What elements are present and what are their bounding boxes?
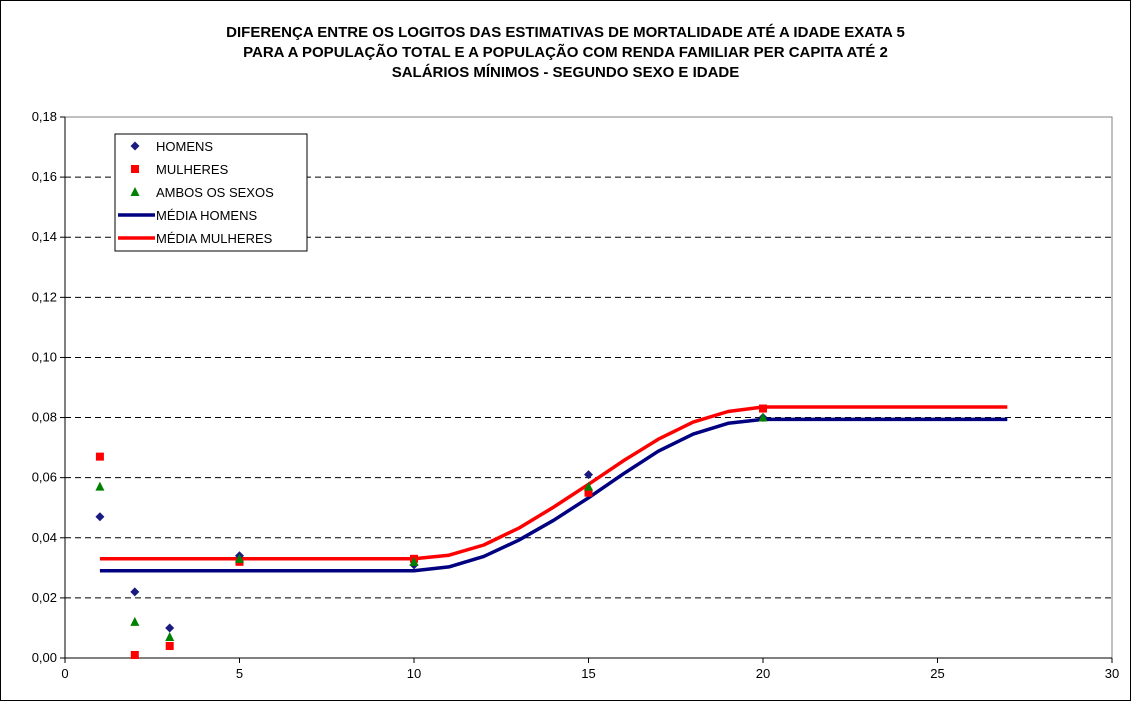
y-tick-label-7: 0,14 — [32, 229, 57, 244]
y-tick-label-2: 0,04 — [32, 530, 57, 545]
legend-item-3: MÉDIA HOMENS — [118, 208, 257, 223]
legend-marker-1 — [131, 165, 139, 173]
y-tick-label-8: 0,16 — [32, 169, 57, 184]
data-point-s2-5 — [584, 481, 593, 491]
legend-label-2: AMBOS OS SEXOS — [156, 185, 274, 200]
data-point-s1-5 — [584, 488, 593, 497]
series-line-3 — [99, 417, 1008, 573]
legend-marker-0 — [130, 141, 140, 151]
legend-box — [114, 133, 308, 252]
data-point-s2-6 — [758, 412, 768, 422]
chart-title-line-2: PARA A POPULAÇÃO TOTAL E A POPULAÇÃO COM… — [243, 44, 888, 61]
x-tick-label-3: 15 — [581, 666, 595, 681]
y-tick-label-6: 0,12 — [32, 289, 57, 304]
x-tick-label-0: 0 — [61, 666, 68, 681]
data-point-s0-2 — [165, 623, 175, 633]
x-tick-label-6: 30 — [1105, 666, 1119, 681]
x-tick-label-4: 20 — [756, 666, 770, 681]
axes: 0,00 0,02 0,04 0,06 0,08 0,10 0,12 0,14 0,16 0,18… — [32, 109, 1120, 681]
data-point-s0-1 — [130, 587, 140, 597]
x-tick-label-1: 5 — [236, 666, 243, 681]
data-point-s2-2 — [165, 631, 175, 641]
data-point-s1-2 — [165, 641, 174, 650]
data-point-s0-0 — [95, 512, 105, 522]
y-tick-label-4: 0,08 — [32, 410, 57, 425]
legend-item-0: HOMENS — [130, 139, 213, 154]
chart-title-line-1: DIFERENÇA ENTRE OS LOGITOS DAS ESTIMATIV… — [226, 24, 905, 41]
y-tick-label-3: 0,06 — [32, 470, 57, 485]
data-point-s1-1 — [130, 650, 139, 659]
legend-label-0: HOMENS — [156, 139, 213, 154]
data-point-s1-0 — [95, 452, 104, 461]
legend-label-3: MÉDIA HOMENS — [156, 208, 257, 223]
y-tick-label-0: 0,00 — [32, 650, 57, 665]
y-tick-label-1: 0,02 — [32, 590, 57, 605]
legend-label-4: MÉDIA MULHERES — [156, 231, 273, 246]
data-point-s2-4 — [409, 556, 419, 566]
x-tick-label-5: 25 — [930, 666, 944, 681]
data-point-s2-3 — [235, 553, 244, 563]
legend-item-2: AMBOS OS SEXOS — [130, 185, 274, 200]
legend-item-1: MULHERES — [131, 162, 229, 177]
series-line-4 — [99, 405, 1008, 561]
y-tick-label-5: 0,10 — [32, 349, 57, 364]
legend-marker-2 — [130, 187, 140, 196]
chart-title-line-3: SALÁRIOS MÍNIMOS - SEGUNDO SEXO E IDADE — [391, 64, 740, 81]
y-tick-label-9: 0,18 — [32, 109, 57, 124]
legend: HOMENS MULHERES AMBOS OS SEXOS MÉDIA HOMENS… — [114, 133, 308, 252]
data-point-s1-6 — [759, 404, 767, 413]
data-point-s2-0 — [95, 481, 105, 491]
data-point-s0-5 — [584, 470, 593, 480]
series-points-2 — [95, 412, 768, 641]
x-tick-label-2: 10 — [407, 666, 421, 681]
chart-title: DIFERENÇA ENTRE OS LOGITOS DAS ESTIMATIV… — [1, 23, 1130, 83]
data-point-s2-1 — [130, 616, 140, 626]
legend-item-4: MÉDIA MULHERES — [118, 231, 273, 246]
series-layer — [95, 404, 1008, 659]
legend-label-1: MULHERES — [156, 162, 229, 177]
